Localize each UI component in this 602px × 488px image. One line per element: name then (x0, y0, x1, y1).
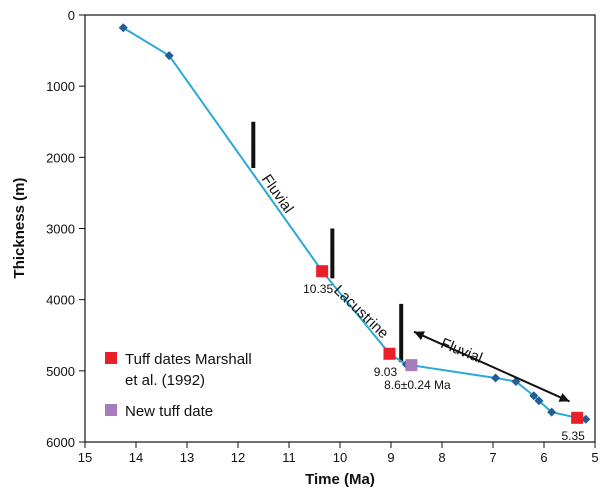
y-axis-title: Thickness (m) (11, 178, 28, 279)
data-point (529, 391, 539, 401)
y-tick-label: 2000 (46, 150, 75, 165)
fluvial-arrow-line (413, 330, 570, 403)
data-point (547, 407, 557, 417)
y-tick-label: 3000 (46, 222, 75, 237)
facies-label: Lacustrine (330, 282, 392, 342)
arrow-head-right (558, 393, 570, 402)
x-tick-label: 13 (180, 450, 194, 465)
y-tick-label: 6000 (46, 435, 75, 450)
marshall-tuff-label: 10.35 (303, 282, 333, 296)
data-point (118, 23, 128, 33)
x-tick-label: 10 (333, 450, 347, 465)
data-point (581, 414, 591, 424)
new-tuff-label: 8.6±0.24 Ma (384, 378, 451, 392)
x-tick-label: 6 (540, 450, 547, 465)
legend-label-marshall-line2: et al. (1992) (125, 372, 205, 389)
marshall-tuff-marker (316, 265, 329, 278)
legend-marker-marshall (105, 352, 117, 364)
data-point (534, 396, 544, 406)
data-point (491, 373, 501, 383)
data-series (118, 23, 591, 424)
y-tick-label: 4000 (46, 293, 75, 308)
series-line (122, 26, 586, 421)
marshall-tuff-marker (383, 347, 396, 360)
x-axis-title: Time (Ma) (305, 471, 375, 488)
x-tick-label: 8 (438, 450, 445, 465)
arrow-head-left (413, 331, 425, 341)
x-tick-label: 5 (591, 450, 598, 465)
x-tick-label: 12 (231, 450, 245, 465)
x-tick-label: 7 (489, 450, 496, 465)
legend: Tuff dates Marshall et al. (1992) New tu… (105, 351, 252, 420)
boundary-bars (251, 121, 404, 363)
marshall-tuff-label: 9.03 (374, 365, 398, 379)
x-tick-label: 9 (387, 450, 394, 465)
x-tick-label: 11 (282, 450, 296, 465)
x-tick-label: 15 (78, 450, 92, 465)
legend-label-marshall-line1: Tuff dates Marshall (125, 351, 252, 368)
legend-label-new-tuff: New tuff date (125, 403, 213, 420)
y-tick-label: 1000 (46, 79, 75, 94)
y-tick-label: 5000 (46, 364, 75, 379)
facies-label: Fluvial (438, 335, 485, 367)
marshall-tuff-label: 5.35 (561, 429, 585, 443)
legend-marker-new-tuff (105, 404, 117, 416)
data-point (164, 51, 174, 61)
x-tick-label: 14 (129, 450, 143, 465)
marshall-tuff-marker (571, 411, 584, 424)
new-tuff-marker (405, 359, 418, 372)
axis-ticks: 15 14 13 12 11 10 9 8 7 6 5 0 1000 2000 3000 4000 5000 60… (46, 8, 599, 465)
y-tick-label: 0 (68, 8, 75, 23)
